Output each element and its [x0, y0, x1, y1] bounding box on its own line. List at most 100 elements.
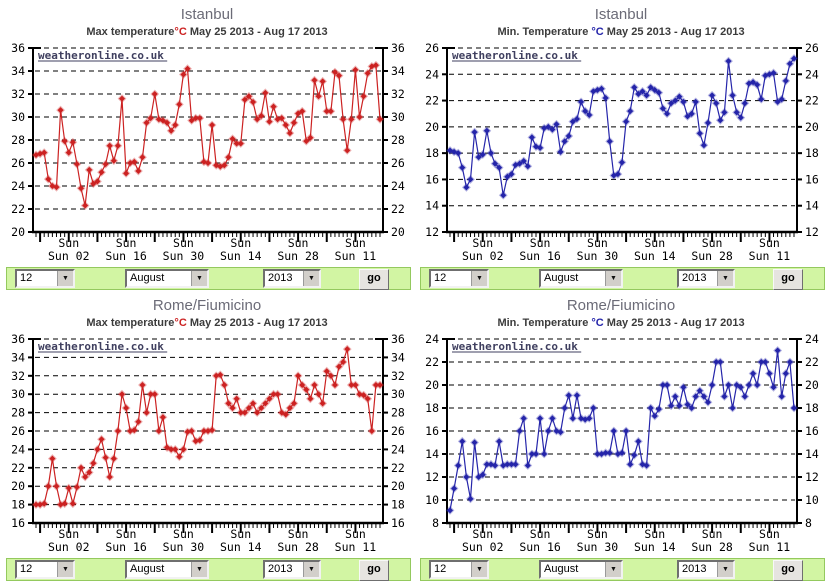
dropdown-arrow-icon[interactable]: ▼ [717, 562, 733, 577]
chart-panel-istanbul-min: Istanbul Min. Temperature °C May 25 2013… [414, 0, 828, 291]
svg-text:26: 26 [391, 424, 405, 438]
svg-text:Sun: Sun [116, 236, 137, 250]
svg-text:18: 18 [425, 146, 439, 160]
svg-text:18: 18 [391, 498, 405, 512]
go-button[interactable]: go [773, 560, 803, 581]
svg-text:Sun 30: Sun 30 [163, 540, 205, 554]
svg-text:10: 10 [425, 493, 439, 507]
select-value: August [130, 563, 165, 575]
svg-text:Sun 02: Sun 02 [48, 249, 90, 263]
measure-label: Min. Temperature [497, 26, 592, 38]
svg-text:Sun 14: Sun 14 [220, 249, 262, 263]
svg-text:Sun 16: Sun 16 [105, 540, 147, 554]
svg-text:12: 12 [425, 470, 439, 484]
dropdown-arrow-icon[interactable]: ▼ [471, 562, 487, 577]
svg-text:Sun: Sun [116, 527, 137, 541]
dropdown-arrow-icon[interactable]: ▼ [191, 271, 207, 286]
dropdown-arrow-icon[interactable]: ▼ [191, 562, 207, 577]
year-select[interactable]: 2013 ▼ [677, 560, 735, 579]
svg-text:Sun 30: Sun 30 [577, 540, 619, 554]
dropdown-arrow-icon[interactable]: ▼ [605, 271, 621, 286]
svg-text:Sun: Sun [530, 527, 551, 541]
svg-text:Sun 16: Sun 16 [519, 540, 561, 554]
go-button[interactable]: go [773, 269, 803, 290]
year-select[interactable]: 2013 ▼ [263, 269, 321, 288]
svg-text:Sun 16: Sun 16 [105, 249, 147, 263]
year-select[interactable]: 2013 ▼ [677, 269, 735, 288]
dropdown-arrow-icon[interactable]: ▼ [57, 562, 73, 577]
measure-label: Max temperature [86, 317, 175, 329]
day-select[interactable]: 12 ▼ [15, 269, 75, 288]
svg-text:Sun: Sun [230, 527, 251, 541]
dropdown-arrow-icon[interactable]: ▼ [303, 562, 319, 577]
chart-panel-istanbul-max: Istanbul Max temperature°C May 25 2013 -… [0, 0, 414, 291]
year-select[interactable]: 2013 ▼ [263, 560, 321, 579]
svg-text:Sun: Sun [288, 527, 309, 541]
svg-text:18: 18 [11, 498, 25, 512]
page-title: Rome/Fiumicino [566, 297, 676, 314]
svg-text:14: 14 [805, 447, 819, 461]
select-value: 2013 [682, 272, 707, 284]
svg-text:16: 16 [805, 424, 819, 438]
svg-text:32: 32 [11, 87, 25, 101]
dropdown-arrow-icon[interactable]: ▼ [717, 271, 733, 286]
svg-text:20: 20 [425, 378, 439, 392]
svg-text:26: 26 [11, 156, 25, 170]
svg-text:Sun 02: Sun 02 [48, 540, 90, 554]
svg-text:32: 32 [391, 87, 405, 101]
temperature-chart: 16 16 18 18 20 20 22 22 24 24 26 26 28 28 30 30 32 32 34 34… [11, 332, 405, 554]
svg-text:24: 24 [11, 442, 25, 456]
dropdown-arrow-icon[interactable]: ▼ [605, 562, 621, 577]
month-select[interactable]: August ▼ [125, 269, 209, 288]
date-range: May 25 2013 - Aug 17 2013 [603, 317, 745, 329]
go-button[interactable]: go [359, 560, 389, 581]
day-select[interactable]: 12 ▼ [15, 560, 75, 579]
chart-subtitle: Min. Temperature °C May 25 2013 - Aug 17… [414, 26, 828, 40]
svg-text:34: 34 [11, 350, 25, 364]
svg-text:28: 28 [11, 406, 25, 420]
svg-text:Sun 28: Sun 28 [277, 540, 319, 554]
svg-text:Sun: Sun [644, 527, 665, 541]
svg-text:8: 8 [805, 516, 812, 530]
svg-text:26: 26 [425, 41, 439, 55]
chart-subtitle: Min. Temperature °C May 25 2013 - Aug 17… [414, 317, 828, 331]
month-select[interactable]: August ▼ [539, 560, 623, 579]
svg-text:26: 26 [805, 41, 819, 55]
svg-text:32: 32 [391, 369, 405, 383]
dropdown-arrow-icon[interactable]: ▼ [471, 271, 487, 286]
svg-text:24: 24 [425, 67, 439, 81]
svg-text:16: 16 [805, 172, 819, 186]
svg-text:34: 34 [391, 64, 405, 78]
svg-text:20: 20 [11, 479, 25, 493]
select-value: 2013 [682, 563, 707, 575]
select-value: 2013 [268, 563, 293, 575]
month-select[interactable]: August ▼ [125, 560, 209, 579]
svg-text:20: 20 [425, 120, 439, 134]
chart-panel-rome-max: Rome/Fiumicino Max temperature°C May 25 … [0, 291, 414, 582]
svg-text:24: 24 [391, 179, 405, 193]
svg-text:22: 22 [805, 94, 819, 108]
svg-text:Sun 02: Sun 02 [462, 540, 504, 554]
svg-text:12: 12 [805, 470, 819, 484]
go-button[interactable]: go [359, 269, 389, 290]
svg-text:34: 34 [11, 64, 25, 78]
svg-text:Sun 14: Sun 14 [220, 540, 262, 554]
day-select[interactable]: 12 ▼ [429, 560, 489, 579]
svg-text:20: 20 [391, 479, 405, 493]
svg-text:20: 20 [11, 225, 25, 239]
select-value: August [130, 272, 165, 284]
chart-panel-rome-min: Rome/Fiumicino Min. Temperature °C May 2… [414, 291, 828, 582]
svg-text:18: 18 [805, 146, 819, 160]
month-select[interactable]: August ▼ [539, 269, 623, 288]
svg-text:Sun 11: Sun 11 [335, 540, 377, 554]
select-value: 2013 [268, 272, 293, 284]
svg-text:26: 26 [11, 424, 25, 438]
dropdown-arrow-icon[interactable]: ▼ [57, 271, 73, 286]
dropdown-arrow-icon[interactable]: ▼ [303, 271, 319, 286]
day-select[interactable]: 12 ▼ [429, 269, 489, 288]
date-range: May 25 2013 - Aug 17 2013 [186, 317, 328, 329]
chart-subtitle: Max temperature°C May 25 2013 - Aug 17 2… [0, 26, 414, 40]
svg-text:24: 24 [805, 67, 819, 81]
